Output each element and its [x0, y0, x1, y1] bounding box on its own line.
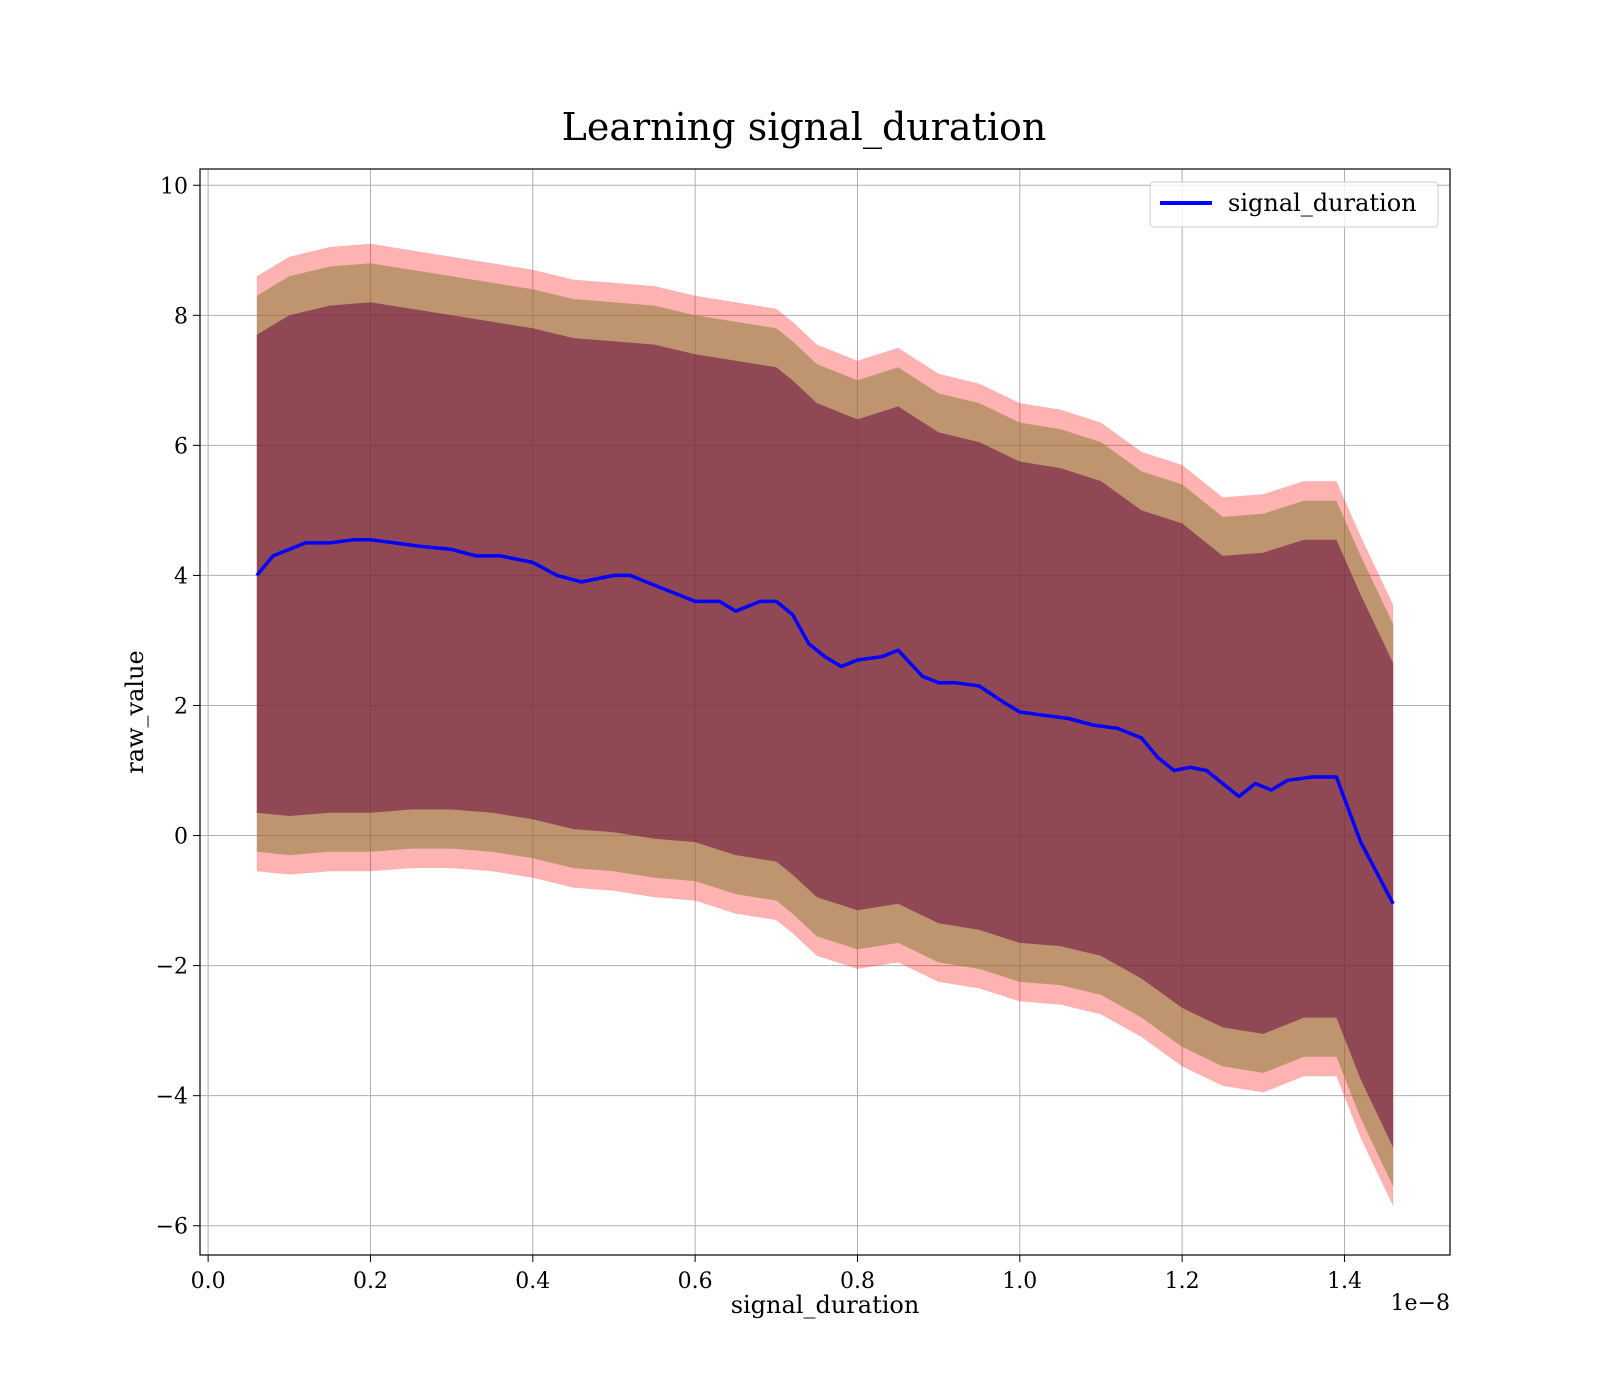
y-tick-label-7: 8 — [174, 304, 188, 329]
x-tick-label-6: 1.2 — [1165, 1269, 1200, 1294]
legend-label-signal-duration: signal_duration — [1228, 189, 1417, 217]
y-axis-label: raw_value — [121, 650, 149, 774]
legend: signal_duration — [1149, 181, 1439, 228]
chart-title: Learning signal_duration — [562, 105, 1047, 150]
x-axis-label: signal_duration — [731, 1291, 920, 1319]
x-tick-label-3: 0.6 — [678, 1269, 713, 1294]
y-tick-label-2: −2 — [156, 955, 188, 980]
x-tick-label-2: 0.4 — [515, 1269, 550, 1294]
y-axis-ticks: −6 −4 −2 0 2 4 6 8 10 — [156, 174, 200, 1240]
y-tick-label-0: −6 — [156, 1215, 188, 1240]
x-tick-label-0: 0.0 — [191, 1269, 226, 1294]
y-tick-label-1: −4 — [156, 1085, 188, 1110]
legend-box — [1149, 181, 1439, 228]
confidence-bands — [256, 243, 1394, 1207]
y-tick-label-3: 0 — [174, 825, 188, 850]
x-axis-offset-label: 1e−8 — [1391, 1291, 1450, 1316]
plot-area: 0.0 0.2 0.4 0.6 0.8 1.0 1.2 1.4 −6 −4 −2 0 2 4 6 8 10 — [156, 168, 1451, 1294]
y-tick-label-8: 10 — [160, 174, 188, 199]
x-axis-ticks: 0.0 0.2 0.4 0.6 0.8 1.0 1.2 1.4 — [191, 1255, 1362, 1294]
y-tick-label-6: 6 — [174, 434, 188, 459]
x-tick-label-5: 1.0 — [1002, 1269, 1037, 1294]
band-inner — [256, 302, 1394, 1148]
series-lines — [255, 537, 1395, 905]
x-tick-label-7: 1.4 — [1327, 1269, 1362, 1294]
x-tick-label-4: 0.8 — [840, 1269, 875, 1294]
series-line-0 — [255, 537, 1395, 905]
y-tick-label-5: 4 — [174, 564, 188, 589]
x-tick-label-1: 0.2 — [353, 1269, 388, 1294]
y-tick-label-4: 2 — [174, 694, 188, 719]
plot-frame — [199, 168, 1451, 1256]
